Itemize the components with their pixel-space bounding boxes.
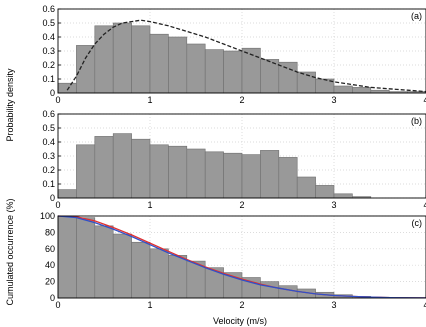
x-tick-label: 3 [331, 200, 336, 210]
histogram-bar [94, 25, 114, 94]
histogram-bar [223, 152, 243, 199]
histogram-bar [131, 138, 151, 199]
y-tick-label: 0.1 [42, 74, 55, 84]
histogram-bar [278, 61, 298, 94]
y-axis-label-bottom: Cumulated occurrence (%) [5, 198, 15, 305]
histogram-bar [57, 82, 77, 94]
y-tick-label: 0.4 [42, 137, 55, 147]
histogram-bar [168, 145, 188, 199]
x-axis-label: Velocity (m/s) [213, 316, 267, 326]
y-tick-label: 0.6 [42, 4, 55, 14]
x-tick-label: 0 [55, 200, 60, 210]
histogram-bar [57, 189, 77, 199]
histogram-bar [94, 225, 114, 299]
plot-frame [57, 8, 426, 94]
histogram-bar [94, 136, 114, 199]
y-axis-label-top: Probability density [5, 68, 15, 142]
y-tick-label: 0.2 [42, 165, 55, 175]
x-tick-label: 1 [147, 200, 152, 210]
fit-curve [66, 19, 426, 93]
x-tick-label: 3 [331, 300, 336, 310]
y-tick-label: 0.3 [42, 46, 55, 56]
histogram-bar [260, 150, 280, 199]
y-tick-label: 0.5 [42, 123, 55, 133]
histogram-bar [168, 36, 188, 94]
histogram-bar [352, 87, 372, 94]
histogram-bar [333, 193, 353, 199]
y-tick-label: 0.4 [42, 32, 55, 42]
x-tick-label: 0 [55, 300, 60, 310]
y-tick-label: 80 [45, 227, 55, 237]
histogram-bar [112, 22, 132, 94]
y-tick-label: 0 [50, 88, 55, 98]
histogram-bar [315, 185, 335, 199]
histogram-bar [149, 33, 169, 94]
x-tick-label: 2 [239, 200, 244, 210]
y-tick-label: 0 [50, 193, 55, 203]
histogram-bar [76, 45, 96, 94]
histogram-bar [260, 59, 280, 94]
histogram-bar [333, 85, 353, 94]
histogram-bar [278, 285, 298, 299]
panel-3: 0 20 40 60 80 100 0 1 2 3 4 (c) [40, 211, 426, 310]
histogram-bar [112, 133, 132, 199]
x-tick-label: 2 [239, 300, 244, 310]
histogram-bar [241, 154, 261, 199]
y-tick-label: 20 [45, 277, 55, 287]
panel-2: 0 0.1 0.2 0.3 0.4 0.5 0.6 0 1 2 3 4 (b) [42, 109, 426, 210]
x-tick-label: 2 [239, 95, 244, 105]
histogram-bar [112, 233, 132, 299]
histogram-bar [149, 144, 169, 199]
y-tick-label: 0.6 [42, 109, 55, 119]
histogram-bar [186, 148, 206, 199]
y-tick-label: 0 [50, 293, 55, 303]
x-tick-label: 4 [423, 300, 426, 310]
histogram-bar [149, 248, 169, 299]
histogram-bar [131, 25, 151, 94]
y-tick-label: 40 [45, 260, 55, 270]
histogram-bar [278, 157, 298, 199]
histogram-bar [204, 151, 224, 199]
histogram-bar [168, 255, 188, 299]
histogram-bar [57, 215, 77, 299]
histogram-bar [76, 144, 96, 199]
y-tick-label: 60 [45, 244, 55, 254]
histogram-bar [223, 50, 243, 94]
panel-tag: (a) [411, 11, 422, 21]
plot-frame [57, 113, 426, 199]
panel-1: 0 0.1 0.2 0.3 0.4 0.5 0.6 0 1 2 3 4 (a) [42, 4, 426, 105]
x-tick-label: 4 [423, 200, 426, 210]
y-tick-label: 0.2 [42, 60, 55, 70]
panel-tag: (c) [412, 218, 423, 228]
histogram-bar [131, 241, 151, 299]
panel-tag: (b) [411, 116, 422, 126]
x-tick-label: 1 [147, 300, 152, 310]
series-line-2 [57, 215, 426, 299]
plot-frame [57, 215, 426, 299]
y-tick-label: 0.3 [42, 151, 55, 161]
x-tick-label: 0 [55, 95, 60, 105]
y-tick-label: 100 [40, 211, 55, 221]
x-tick-label: 4 [423, 95, 426, 105]
histogram-bar [296, 176, 316, 199]
x-tick-label: 3 [331, 95, 336, 105]
histogram-bar [76, 217, 96, 299]
y-tick-label: 0.1 [42, 179, 55, 189]
x-tick-label: 1 [147, 95, 152, 105]
y-tick-label: 0.5 [42, 18, 55, 28]
histogram-bar [186, 43, 206, 94]
histogram-bar [204, 49, 224, 94]
